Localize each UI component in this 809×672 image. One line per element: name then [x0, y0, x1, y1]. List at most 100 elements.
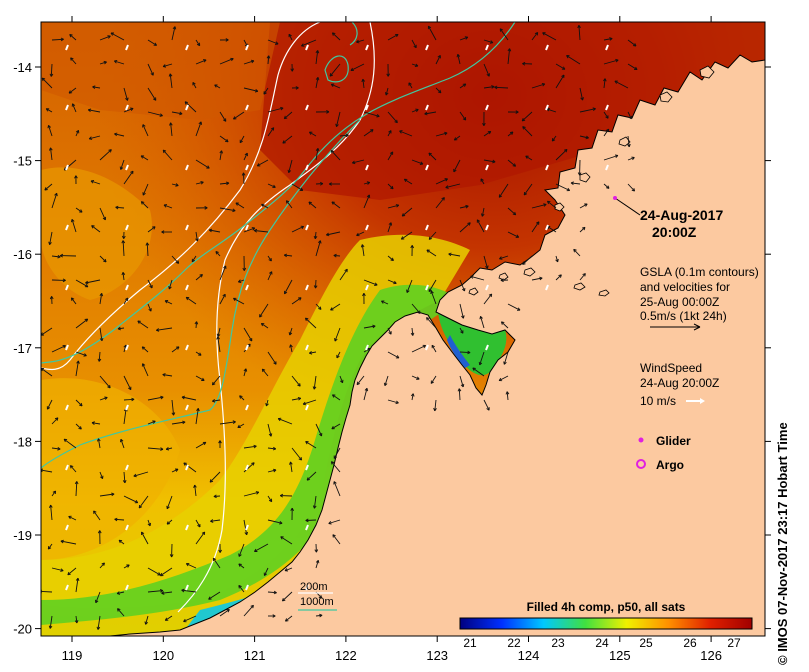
- velocity-arrow: [424, 111, 437, 115]
- gsla-line2: and velocities for: [640, 280, 730, 294]
- velocity-arrow: [431, 344, 437, 353]
- velocity-arrow: [363, 348, 371, 353]
- velocity-arrow: [361, 244, 365, 257]
- velocity-arrow: [142, 363, 149, 377]
- velocity-arrow: [50, 147, 53, 161]
- wind-marker: [365, 44, 369, 51]
- velocity-arrow: [363, 181, 370, 185]
- glider-label: Glider: [656, 434, 691, 448]
- velocity-arrow: [99, 61, 107, 65]
- velocity-arrow: [339, 268, 348, 281]
- gsla-line3: 25-Aug 00:00Z: [640, 295, 719, 309]
- velocity-arrow: [170, 122, 173, 137]
- velocity-arrow: [459, 303, 464, 319]
- velocity-arrow: [542, 32, 557, 41]
- wind-marker: [65, 224, 69, 231]
- longitude-tick-label: 119: [62, 648, 83, 663]
- wind-marker: [305, 464, 309, 471]
- velocity-arrow: [133, 471, 149, 477]
- velocity-arrow: [195, 351, 202, 356]
- velocity-arrow: [603, 111, 609, 119]
- velocity-arrow: [123, 375, 132, 390]
- velocity-arrow: [92, 86, 101, 89]
- velocity-arrow: [212, 557, 221, 569]
- velocity-arrow: [147, 303, 152, 312]
- velocity-arrow: [627, 111, 632, 120]
- velocity-arrow: [97, 615, 101, 630]
- velocity-arrow: [195, 274, 203, 281]
- velocity-arrow: [99, 149, 112, 161]
- velocity-arrow: [123, 344, 127, 353]
- velocity-arrow: [480, 178, 485, 185]
- velocity-arrow: [411, 327, 414, 336]
- velocity-arrow: [506, 391, 509, 401]
- velocity-arrow: [333, 254, 341, 257]
- velocity-arrow: [498, 183, 509, 198]
- velocity-arrow: [238, 543, 245, 557]
- velocity-arrow: [546, 108, 557, 113]
- velocity-arrow: [290, 344, 293, 353]
- velocity-arrow: [219, 265, 227, 281]
- velocity-arrow: [483, 131, 492, 137]
- wind-marker: [305, 224, 309, 231]
- velocity-arrow: [579, 226, 586, 233]
- wind-marker: [545, 164, 549, 171]
- wind-marker: [185, 164, 189, 171]
- plot-frame: [40, 21, 766, 637]
- velocity-arrow: [306, 471, 317, 481]
- wind-marker: [125, 404, 129, 411]
- velocity-arrow: [75, 279, 89, 288]
- wind-marker: [65, 584, 69, 591]
- velocity-arrow: [191, 255, 197, 263]
- velocity-arrow: [169, 73, 173, 89]
- velocity-arrow: [123, 297, 129, 305]
- wind-marker: [545, 44, 549, 51]
- velocity-arrow: [494, 86, 509, 89]
- velocity-arrow: [267, 423, 272, 437]
- wind-marker: [605, 104, 609, 111]
- velocity-arrow: [161, 591, 173, 594]
- velocity-arrow: [235, 202, 245, 209]
- velocity-arrow: [457, 54, 461, 65]
- velocity-arrow: [254, 543, 269, 552]
- velocity-arrow: [531, 221, 540, 233]
- wind-marker: [485, 224, 489, 231]
- colorbar-title: Filled 4h comp, p50, all sats: [527, 600, 686, 614]
- velocity-arrow: [46, 399, 53, 410]
- velocity-arrow: [147, 590, 163, 593]
- wind-marker: [605, 164, 609, 171]
- velocity-arrow: [315, 50, 319, 65]
- velocity-arrow: [91, 422, 101, 425]
- velocity-arrow: [267, 183, 276, 188]
- velocity-arrow: [89, 135, 101, 140]
- gsla-line1: GSLA (0.1m contours): [640, 265, 759, 279]
- velocity-arrow: [219, 135, 229, 143]
- velocity-arrow: [68, 87, 77, 94]
- velocity-arrow: [507, 48, 511, 65]
- velocity-arrow: [314, 231, 317, 239]
- velocity-arrow: [212, 375, 221, 386]
- velocity-arrow: [68, 515, 77, 521]
- velocity-arrow: [387, 151, 394, 161]
- velocity-arrow: [147, 87, 157, 101]
- velocity-arrow: [261, 323, 269, 329]
- velocity-arrow: [291, 375, 301, 387]
- velocity-arrow: [289, 327, 293, 336]
- velocity-arrow: [171, 255, 180, 264]
- velocity-arrow: [356, 39, 365, 43]
- wind-marker: [425, 224, 429, 231]
- velocity-arrow: [72, 103, 77, 113]
- velocity-arrow: [263, 87, 269, 95]
- velocity-arrow: [356, 231, 365, 236]
- coastline: [109, 54, 765, 636]
- velocity-arrow: [290, 461, 293, 473]
- velocity-arrow: [160, 567, 173, 577]
- velocity-arrow: [41, 77, 53, 89]
- velocity-arrow: [141, 531, 149, 545]
- wind-marker: [245, 464, 249, 471]
- velocity-arrow: [282, 135, 293, 144]
- velocity-arrow: [362, 79, 365, 89]
- velocity-arrow: [627, 135, 630, 147]
- latitude-axis: -14 -15 -16 -17 -18 -19 -20: [13, 60, 771, 637]
- velocity-arrow: [330, 303, 341, 311]
